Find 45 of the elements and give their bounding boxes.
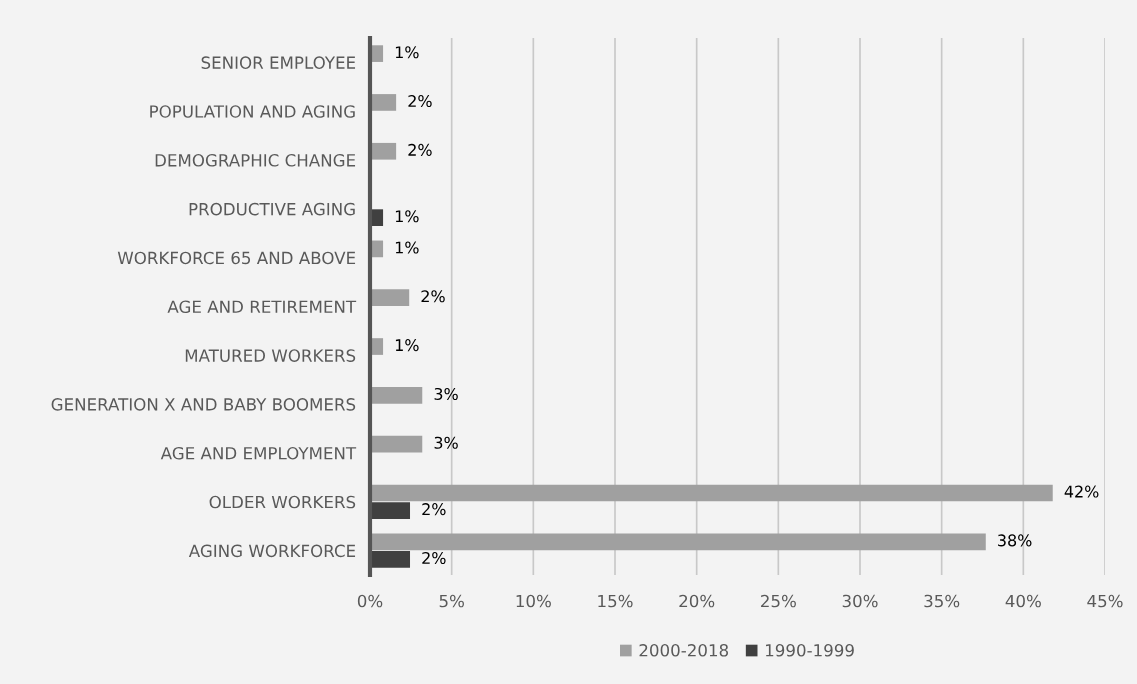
x-tick-label: 30% xyxy=(842,594,878,608)
bar xyxy=(370,484,1053,502)
y-tick-label: GENERATION X AND BABY BOOMERS xyxy=(51,398,356,411)
data-label: 2% xyxy=(408,94,432,108)
data-label: 2% xyxy=(421,290,445,303)
data-label: 1% xyxy=(395,210,419,223)
legend-label: 1990-1999 xyxy=(766,643,854,657)
y-tick-label: SENIOR EMPLOYEE xyxy=(201,56,356,69)
data-label: 1% xyxy=(395,339,419,352)
data-label: 2% xyxy=(408,143,432,156)
data-label: 2% xyxy=(422,551,446,565)
x-tick-label: 15% xyxy=(598,594,633,608)
x-tick-label: 5% xyxy=(439,594,464,608)
bar xyxy=(370,387,423,404)
bar xyxy=(370,502,411,519)
bar xyxy=(370,435,423,453)
x-tick-label: 25% xyxy=(761,594,796,608)
data-label: 42% xyxy=(1064,485,1099,498)
data-label: 3% xyxy=(434,387,458,400)
y-tick-label: AGE AND EMPLOYMENT xyxy=(160,446,357,460)
x-tick-label: 20% xyxy=(679,594,715,608)
bar xyxy=(370,289,410,307)
y-tick-label: AGING WORKFORCE xyxy=(188,544,356,558)
data-label: 1% xyxy=(395,46,419,59)
y-tick-label: AGE AND RETIREMENT xyxy=(167,300,357,314)
bar xyxy=(370,94,397,111)
x-tick-label: 45% xyxy=(1087,594,1123,608)
y-tick-label: MATURED WORKERS xyxy=(185,349,356,362)
x-tick-label: 35% xyxy=(924,594,960,608)
data-label: 2% xyxy=(422,503,446,516)
y-tick-label: WORKFORCE 65 AND ABOVE xyxy=(117,251,356,265)
bar xyxy=(370,551,411,568)
data-label: 38% xyxy=(998,534,1032,547)
x-tick-label: 40% xyxy=(1005,594,1041,608)
y-tick-label: PRODUCTIVE AGING xyxy=(189,202,355,216)
data-label: 3% xyxy=(434,436,458,449)
x-tick-label: 10% xyxy=(516,594,551,608)
legend-label: 2000-2018 xyxy=(639,643,729,657)
y-tick-label: POPULATION AND AGING xyxy=(150,105,355,118)
x-tick-label: 0% xyxy=(357,594,383,608)
y-tick-label: DEMOGRAPHIC CHANGE xyxy=(155,154,356,167)
bar xyxy=(370,142,397,160)
y-tick-label: OLDER WORKERS xyxy=(209,495,356,509)
bar xyxy=(370,533,986,551)
data-label: 1% xyxy=(395,241,419,254)
